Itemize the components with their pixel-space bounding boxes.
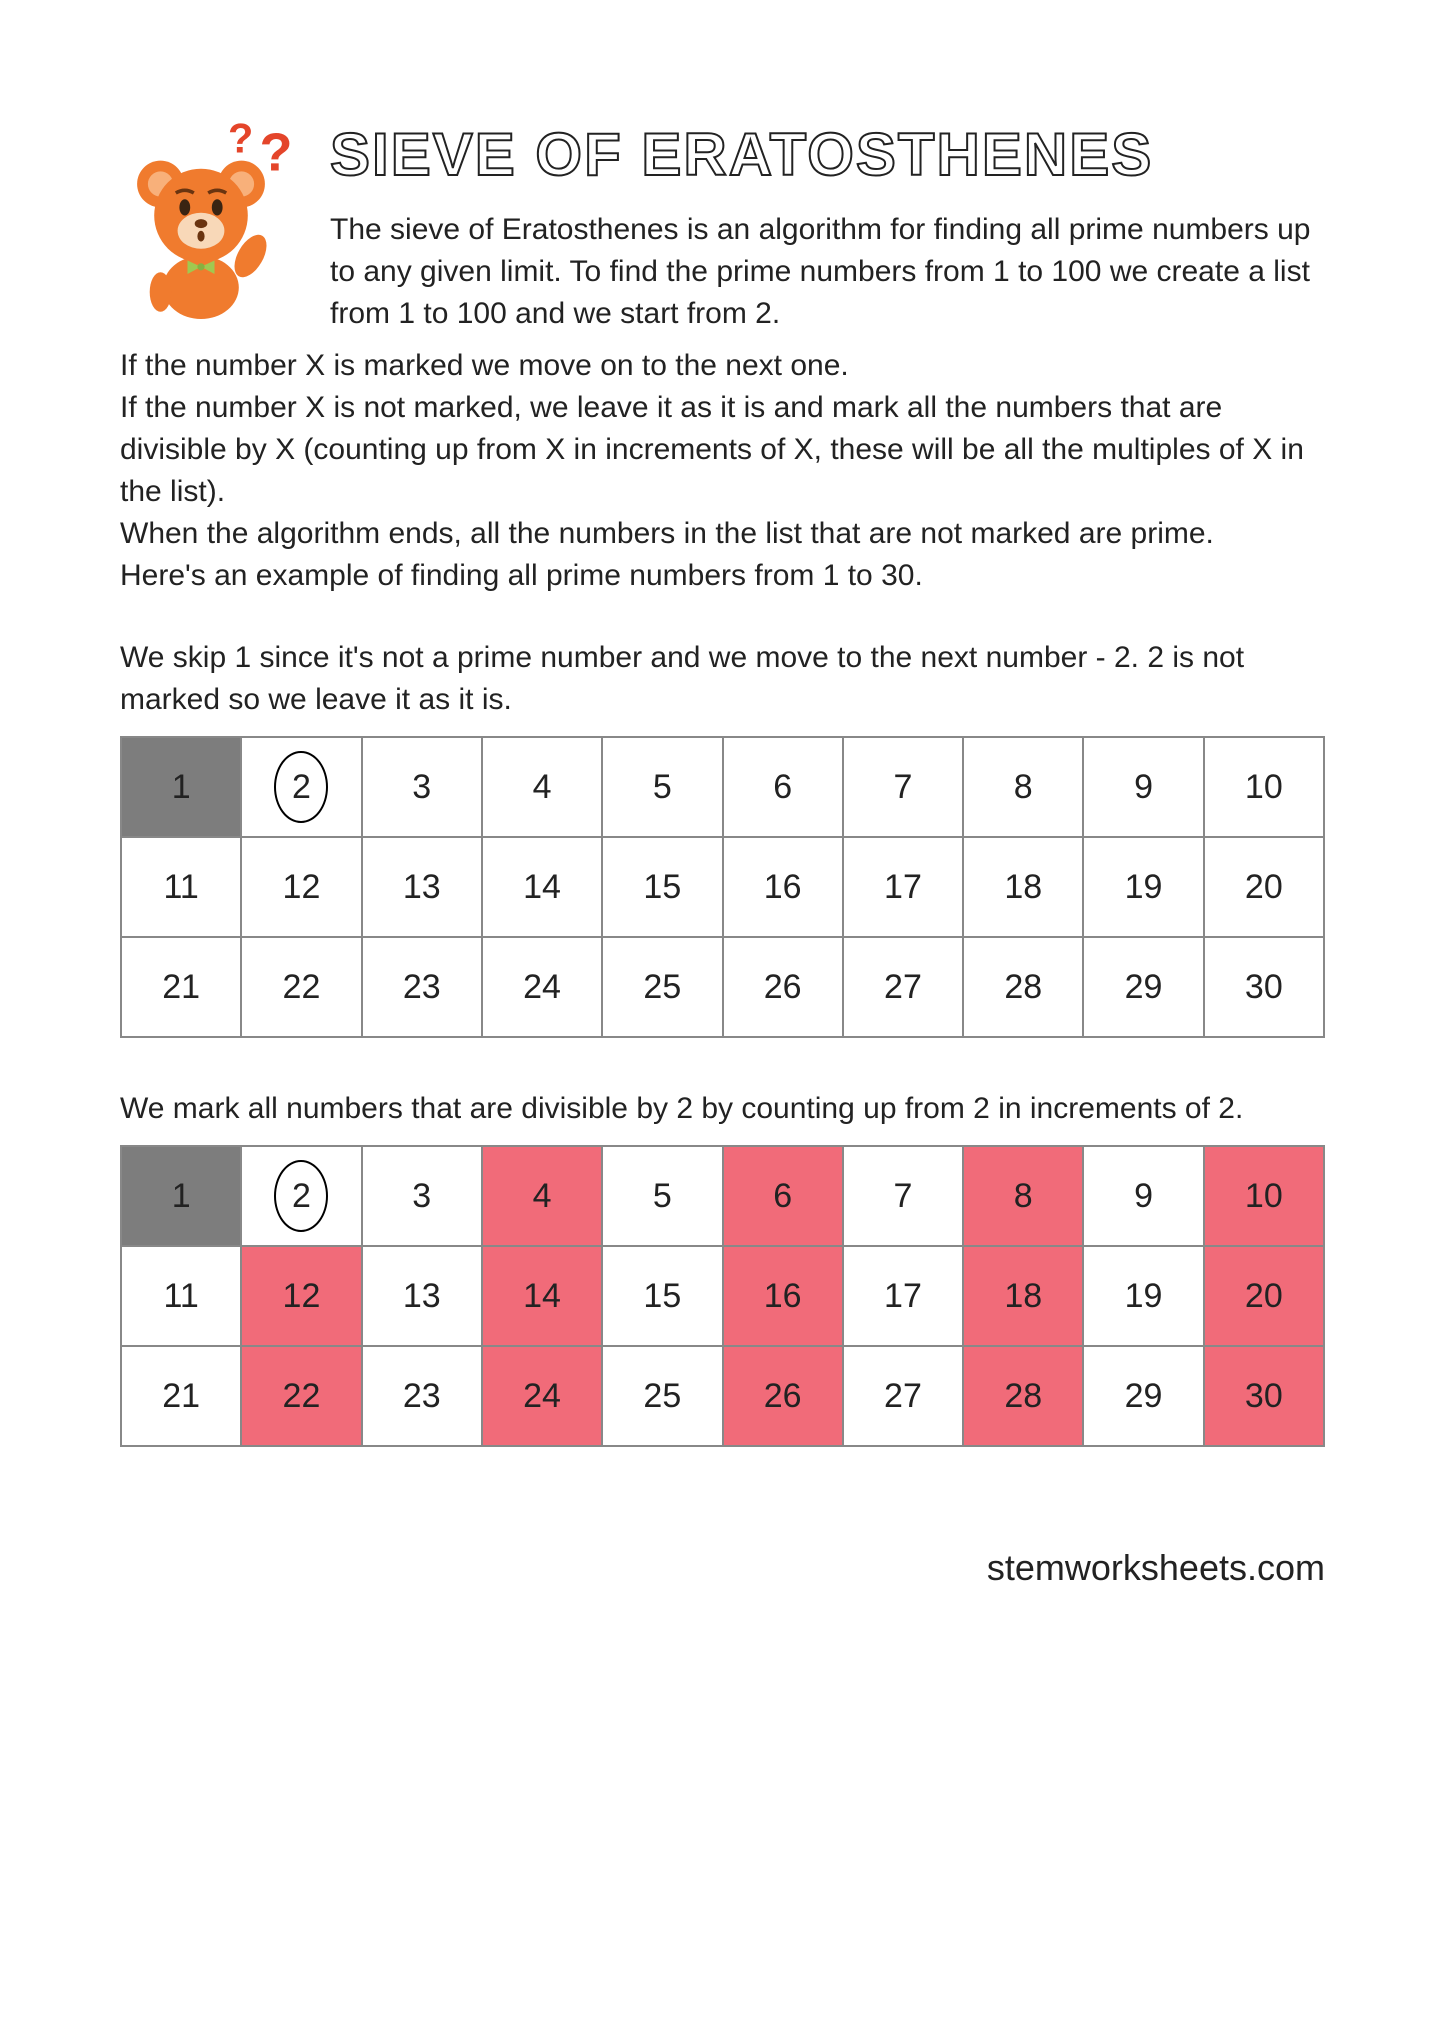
grid-cell: 30 xyxy=(1205,1347,1325,1447)
grid-cell: 17 xyxy=(844,1247,964,1347)
number-grid-2: 1234567891011121314151617181920212223242… xyxy=(120,1145,1325,1447)
grid-cell: 18 xyxy=(964,838,1084,938)
grid-cell: 15 xyxy=(603,1247,723,1347)
grid-cell: 27 xyxy=(844,1347,964,1447)
grid-cell: 15 xyxy=(603,838,723,938)
grid-cell: 30 xyxy=(1205,938,1325,1038)
intro-paragraph: The sieve of Eratosthenes is an algorith… xyxy=(330,209,1325,335)
grid-cell: 22 xyxy=(242,1347,362,1447)
grid-cell: 29 xyxy=(1084,1347,1204,1447)
header-row: ? ? xyxy=(120,120,1325,335)
grid-cell: 8 xyxy=(964,1147,1084,1247)
grid-cell: 26 xyxy=(724,1347,844,1447)
step2-text: We mark all numbers that are divisible b… xyxy=(120,1088,1325,1130)
grid-cell: 21 xyxy=(122,938,242,1038)
grid-cell: 2 xyxy=(242,1147,362,1247)
grid-cell: 26 xyxy=(724,938,844,1038)
grid-cell: 4 xyxy=(483,738,603,838)
grid-cell: 27 xyxy=(844,938,964,1038)
grid-cell: 3 xyxy=(363,1147,483,1247)
grid-cell: 23 xyxy=(363,1347,483,1447)
svg-text:?: ? xyxy=(228,120,253,162)
grid-cell: 16 xyxy=(724,838,844,938)
grid-cell: 19 xyxy=(1084,838,1204,938)
grid-cell: 17 xyxy=(844,838,964,938)
grid-cell: 16 xyxy=(724,1247,844,1347)
grid-cell: 9 xyxy=(1084,1147,1204,1247)
grid-cell: 25 xyxy=(603,938,723,1038)
footer-credit: stemworksheets.com xyxy=(120,1547,1325,1589)
grid-cell: 2 xyxy=(242,738,362,838)
body-paragraph: If the number X is marked we move on to … xyxy=(120,345,1325,597)
grid-cell: 10 xyxy=(1205,738,1325,838)
grid-cell: 11 xyxy=(122,838,242,938)
grid-cell: 28 xyxy=(964,938,1084,1038)
grid-cell: 18 xyxy=(964,1247,1084,1347)
grid-cell: 24 xyxy=(483,1347,603,1447)
grid-cell: 24 xyxy=(483,938,603,1038)
grid-cell: 7 xyxy=(844,1147,964,1247)
grid-cell: 11 xyxy=(122,1247,242,1347)
grid-cell: 23 xyxy=(363,938,483,1038)
grid-cell: 12 xyxy=(242,838,362,938)
grid-cell: 21 xyxy=(122,1347,242,1447)
grid-cell: 5 xyxy=(603,738,723,838)
grid-cell: 20 xyxy=(1205,838,1325,938)
grid-cell: 6 xyxy=(724,738,844,838)
step1-text: We skip 1 since it's not a prime number … xyxy=(120,637,1325,721)
grid-cell: 8 xyxy=(964,738,1084,838)
grid-cell: 25 xyxy=(603,1347,723,1447)
grid-cell: 13 xyxy=(363,1247,483,1347)
grid-cell: 5 xyxy=(603,1147,723,1247)
grid-cell: 1 xyxy=(122,1147,242,1247)
svg-text:?: ? xyxy=(260,123,293,183)
grid-cell: 4 xyxy=(483,1147,603,1247)
grid-cell: 19 xyxy=(1084,1247,1204,1347)
grid-cell: 14 xyxy=(483,1247,603,1347)
grid-cell: 1 xyxy=(122,738,242,838)
grid-cell: 12 xyxy=(242,1247,362,1347)
bear-illustration: ? ? xyxy=(120,120,300,325)
grid-cell: 29 xyxy=(1084,938,1204,1038)
number-grid-1: 1234567891011121314151617181920212223242… xyxy=(120,736,1325,1038)
page-title: SIEVE OF ERATOSTHENES xyxy=(330,120,1325,189)
grid-cell: 7 xyxy=(844,738,964,838)
grid-cell: 6 xyxy=(724,1147,844,1247)
grid-cell: 3 xyxy=(363,738,483,838)
header-text-block: SIEVE OF ERATOSTHENES The sieve of Erato… xyxy=(330,120,1325,335)
grid-cell: 28 xyxy=(964,1347,1084,1447)
grid-cell: 10 xyxy=(1205,1147,1325,1247)
grid-cell: 22 xyxy=(242,938,362,1038)
grid-cell: 9 xyxy=(1084,738,1204,838)
grid-cell: 14 xyxy=(483,838,603,938)
grid-cell: 20 xyxy=(1205,1247,1325,1347)
grid-cell: 13 xyxy=(363,838,483,938)
